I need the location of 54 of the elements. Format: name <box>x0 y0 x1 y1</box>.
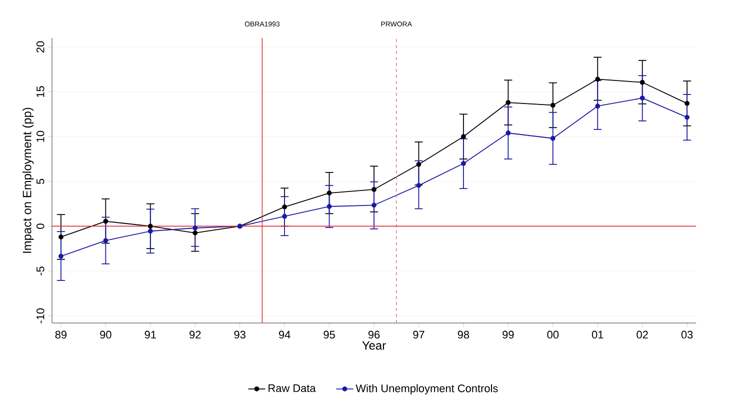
point <box>506 130 511 136</box>
legend-label: With Unemployment Controls <box>356 384 498 394</box>
y-tick-label: 20 <box>36 41 44 53</box>
x-tick-label: 94 <box>278 330 290 339</box>
y-tick-label: -10 <box>36 308 44 324</box>
point <box>326 204 332 209</box>
x-axis-title: Year <box>362 341 386 350</box>
x-tick-label: 90 <box>100 330 112 339</box>
point <box>192 226 198 230</box>
point <box>684 114 690 120</box>
point <box>640 96 645 100</box>
point <box>416 162 422 167</box>
x-tick-label: 02 <box>636 330 648 339</box>
point <box>684 100 690 106</box>
point <box>372 202 376 208</box>
point <box>595 76 600 82</box>
point <box>506 100 511 105</box>
y-axis-title: Impact on Employment (pp) <box>22 108 34 253</box>
x-tick-label: 99 <box>502 330 514 339</box>
point <box>103 238 108 243</box>
y-tick-label: 0 <box>36 224 44 229</box>
y-tick-label: -5 <box>36 266 44 276</box>
point <box>461 161 466 166</box>
x-tick-label: 01 <box>592 330 604 339</box>
point <box>282 214 288 219</box>
x-tick-label: 96 <box>368 330 380 339</box>
point <box>326 190 332 196</box>
y-tick-label: 10 <box>36 130 44 142</box>
x-tick-label: 93 <box>234 330 246 339</box>
legend-label: Raw Data <box>268 384 316 392</box>
point <box>148 228 153 234</box>
x-tick-label: 98 <box>458 330 470 339</box>
x-tick-label: 91 <box>144 330 156 339</box>
y-tick-label: 15 <box>36 86 44 98</box>
x-tick-label: 92 <box>190 330 201 339</box>
y-tick-label: 5 <box>36 178 44 184</box>
point <box>282 204 288 210</box>
x-tick-label: 97 <box>413 330 424 339</box>
x-tick-label: 95 <box>324 330 335 339</box>
x-tick-label: 03 <box>681 330 693 339</box>
point <box>461 134 466 140</box>
point <box>640 80 645 85</box>
point <box>416 182 422 188</box>
point <box>103 218 108 224</box>
point <box>550 136 556 141</box>
point <box>58 234 64 240</box>
point <box>192 230 198 236</box>
point <box>148 224 153 229</box>
x-tick-label: 89 <box>55 330 67 339</box>
x-tick-label: 00 <box>547 330 559 339</box>
point <box>372 187 376 192</box>
point <box>550 102 556 108</box>
point <box>595 104 600 109</box>
point <box>58 254 64 259</box>
